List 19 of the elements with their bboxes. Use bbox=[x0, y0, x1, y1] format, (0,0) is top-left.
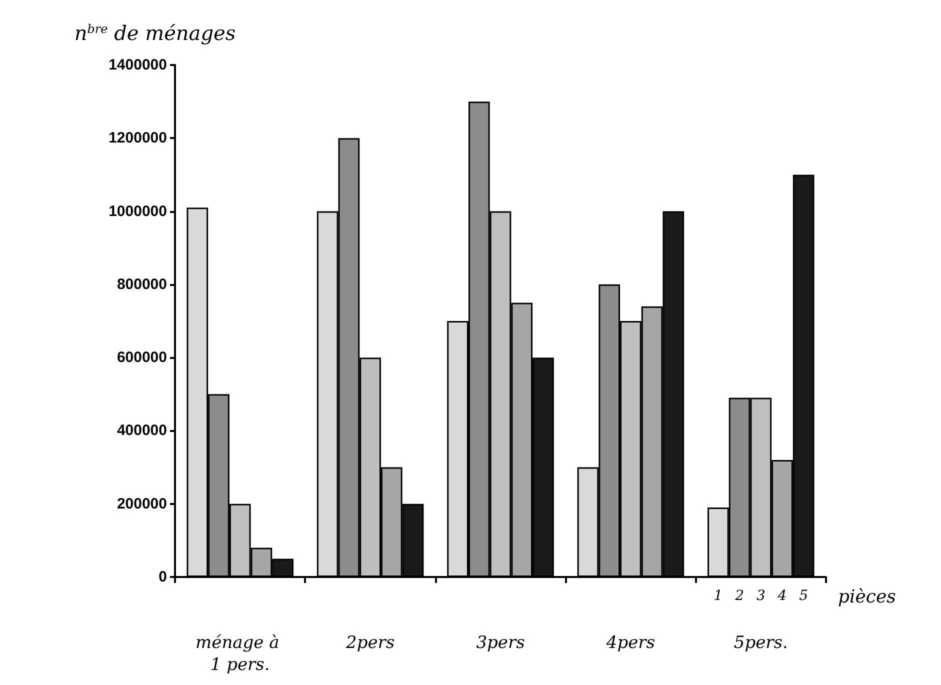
y-tick-label: 600000 bbox=[116, 349, 167, 366]
x-tick-label: ménage à 1 pers. bbox=[196, 633, 285, 675]
y-tick-label: 0 bbox=[158, 568, 167, 586]
series-label: 2 bbox=[734, 588, 744, 604]
y-tick-label: 200000 bbox=[116, 495, 167, 512]
y-tick-label: 1400000 bbox=[108, 56, 167, 74]
y-tick-label: 1200000 bbox=[108, 130, 167, 147]
x-tick-label: 3pers bbox=[476, 633, 526, 653]
x-tick-label: 5pers. bbox=[734, 633, 788, 653]
x-tick-label: 2pers bbox=[344, 633, 395, 653]
series-label: 4 bbox=[776, 588, 787, 604]
y-tick-label: 800000 bbox=[116, 276, 167, 293]
series-label: 5 bbox=[799, 588, 808, 604]
y-tick-label: 1000000 bbox=[108, 202, 167, 220]
y-tick-label: 400000 bbox=[116, 422, 167, 440]
series-label: 1 bbox=[714, 588, 723, 604]
x-tick-label: 4pers bbox=[605, 633, 656, 653]
series-label: 3 bbox=[756, 588, 766, 604]
x-axis-title: pièces bbox=[838, 586, 896, 608]
